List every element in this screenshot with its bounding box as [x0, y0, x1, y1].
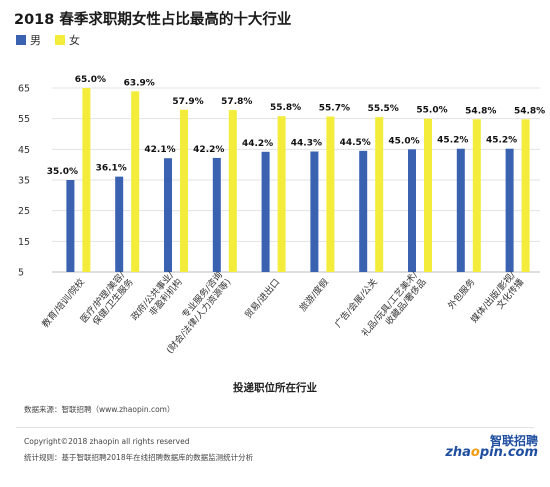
legend-label-female: 女 — [69, 34, 80, 47]
data-label-female: 55.5% — [368, 104, 399, 114]
y-tick-label: 15 — [18, 237, 30, 248]
bar-female — [424, 118, 432, 273]
data-label-female: 57.8% — [221, 97, 252, 107]
bar-female — [521, 119, 530, 272]
data-label-male: 42.1% — [144, 145, 175, 155]
bar-female — [82, 88, 91, 272]
bar-female — [472, 119, 481, 272]
x-tick-label-line: 贸易/进出口 — [242, 276, 282, 321]
y-tick-label: 65 — [18, 84, 30, 95]
bar-female — [131, 91, 140, 272]
bar-chart: 5 15 25 35 45 55 65 35.0% 65.0% 教育/培训/院校 36.1% 63.9… — [18, 75, 545, 394]
data-label-male: 45.0% — [388, 136, 419, 146]
x-tick-label: 医疗/护理/美容/保健/卫生服务 — [78, 268, 136, 327]
legend-item-female: 女 — [55, 32, 80, 48]
bar-female — [228, 110, 237, 272]
data-label-male: 44.3% — [291, 138, 322, 148]
data-label-female: 55.7% — [319, 104, 350, 114]
data-label-male: 44.2% — [242, 139, 273, 149]
bar-male — [115, 176, 124, 272]
bar-female — [277, 116, 286, 272]
y-tick-label: 25 — [18, 206, 30, 217]
x-tick-label-line: 旅游/度假 — [297, 276, 331, 314]
zhaopin-logo: 智联招聘 zhaopin.com — [445, 432, 540, 462]
data-label-male: 44.5% — [340, 138, 371, 148]
y-tick-label: 35 — [18, 176, 30, 187]
data-label-female: 65.0% — [75, 75, 106, 85]
bar-male — [359, 150, 368, 272]
data-label-female: 55.0% — [416, 106, 447, 116]
bar-male — [505, 148, 514, 272]
footer-divider — [16, 427, 534, 428]
bar-male — [212, 157, 221, 272]
x-tick-label: 外包服务 — [445, 276, 477, 311]
bar-female — [180, 109, 188, 272]
x-tick-label-line: 教育/培训/院校 — [39, 276, 87, 330]
data-label-female: 54.8% — [514, 106, 545, 116]
x-tick-label: 教育/培训/院校 — [39, 276, 87, 330]
statistics-rule: 统计规则：基于智联招聘2018年在线招聘数据库的数据监测统计分析 — [24, 453, 254, 462]
data-label-male: 45.2% — [486, 136, 517, 146]
logo-cn: 智联招聘 — [489, 434, 538, 448]
bar-male — [66, 180, 75, 272]
data-label-male: 42.2% — [193, 145, 224, 155]
data-source: 数据来源：智联招聘（www.zhaopin.com） — [24, 405, 175, 414]
data-label-male: 45.2% — [437, 136, 468, 146]
bar-female — [375, 117, 384, 272]
bar-female — [326, 116, 335, 273]
y-tick-label: 45 — [18, 145, 30, 156]
x-tick-label: 媒体/出版/影视/文化传播 — [468, 268, 526, 325]
x-tick-label: 政府/公共事业/非盈利机构 — [128, 268, 184, 322]
x-tick-label-line: 外包服务 — [445, 276, 477, 311]
data-label-female: 63.9% — [124, 78, 155, 88]
y-tick-label: 5 — [18, 268, 24, 279]
bar-male — [310, 151, 319, 272]
legend-label-male: 男 — [30, 34, 41, 47]
bar-male — [456, 148, 465, 272]
bar-male — [408, 149, 416, 272]
data-label-male: 35.0% — [47, 167, 78, 177]
bar-male — [261, 151, 270, 272]
logo-en: zhaopin.com — [445, 445, 538, 460]
x-tick-label: 贸易/进出口 — [242, 276, 282, 321]
legend-swatch-male — [16, 35, 26, 45]
y-tick-label: 55 — [18, 114, 30, 125]
data-label-female: 55.8% — [270, 103, 301, 113]
chart-title: 2018 春季求职期女性占比最高的十大行业 — [14, 12, 292, 28]
copyright: Copyright©2018 zhaopin all rights reserv… — [24, 437, 190, 446]
legend-swatch-female — [55, 35, 65, 45]
legend: 男 女 — [16, 32, 94, 48]
data-label-female: 57.9% — [172, 97, 203, 107]
legend-item-male: 男 — [16, 32, 41, 48]
x-tick-label: 旅游/度假 — [297, 276, 331, 314]
data-label-male: 36.1% — [96, 164, 127, 174]
data-label-female: 54.8% — [465, 106, 496, 116]
bar-male — [164, 158, 172, 272]
x-axis-title: 投递职位所在行业 — [233, 381, 317, 394]
